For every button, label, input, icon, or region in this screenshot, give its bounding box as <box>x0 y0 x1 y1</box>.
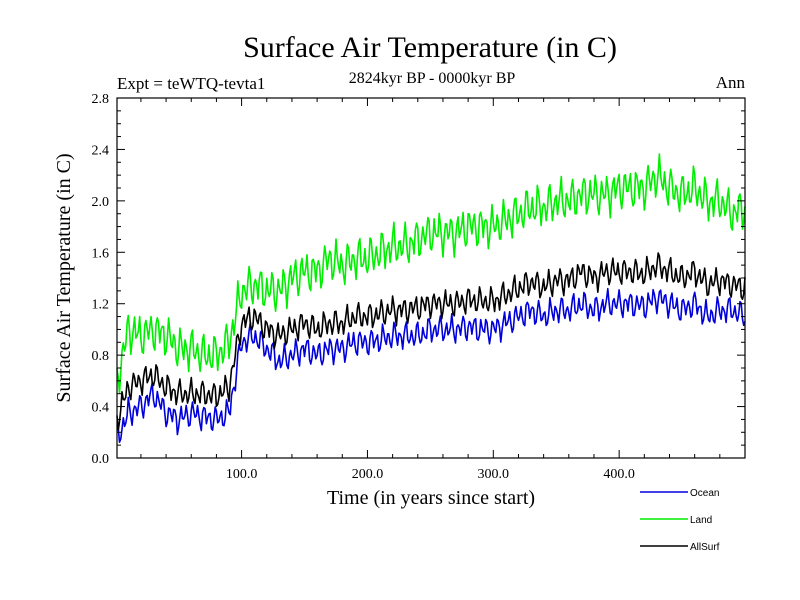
x-tick-label: 400.0 <box>603 467 635 482</box>
season-label: Ann <box>716 73 746 92</box>
legend: Ocean Land AllSurf <box>640 488 720 553</box>
y-tick-label: 1.6 <box>92 246 110 261</box>
legend-label-ocean: Ocean <box>690 488 719 499</box>
series-line-land <box>116 153 746 394</box>
y-axis-label: Surface Air Temperature (in C) <box>53 153 75 402</box>
legend-label-land: Land <box>690 515 712 526</box>
x-tick-label: 200.0 <box>352 467 384 482</box>
plot-area <box>116 153 746 444</box>
series-line-ocean <box>116 287 746 444</box>
chart-subtitle: 2824kyr BP - 0000kyr BP <box>349 70 516 87</box>
y-tick-label: 0.8 <box>92 349 110 364</box>
legend-label-allsurf: AllSurf <box>690 542 720 553</box>
chart-title: Surface Air Temperature (in C) <box>243 31 617 64</box>
x-tick-label: 300.0 <box>478 467 510 482</box>
y-tick-label: 0.4 <box>92 401 110 416</box>
series-line-allsurf <box>116 252 746 431</box>
y-tick-label: 2.4 <box>92 143 110 158</box>
y-tick-label: 2.8 <box>92 92 110 107</box>
y-tick-label: 0.0 <box>92 452 110 467</box>
x-axis-label: Time (in years since start) <box>327 487 535 509</box>
y-tick-label: 2.0 <box>92 195 110 210</box>
experiment-label: Expt = teWTQ-tevta1 <box>117 74 265 93</box>
y-tick-label: 1.2 <box>92 298 110 313</box>
axis-ticks: 100.0 200.0 300.0 400.0 0.0 0.4 0.8 1.2 1.6 2.0 2.… <box>92 92 745 482</box>
x-tick-label: 100.0 <box>226 467 258 482</box>
